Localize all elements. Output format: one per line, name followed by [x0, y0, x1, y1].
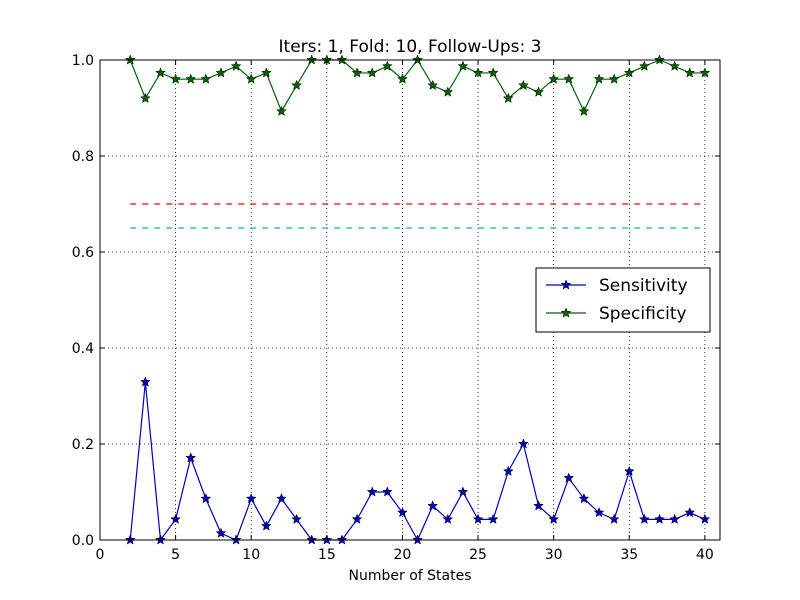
data-point: [397, 73, 408, 84]
legend-label: Specificity: [599, 304, 687, 324]
data-point: [638, 513, 650, 524]
plot-frame: [99, 59, 721, 541]
data-point: [155, 67, 166, 78]
chart-title: Iters: 1, Fold: 10, Follow-Ups: 3: [279, 37, 542, 57]
x-tick-label: 10: [242, 547, 260, 563]
data-point: [563, 472, 575, 483]
data-point: [442, 86, 454, 97]
data-point: [518, 79, 529, 91]
data-point: [533, 500, 544, 511]
data-point: [427, 79, 439, 91]
data-point: [578, 493, 590, 504]
data-point: [276, 105, 287, 116]
legend-marker: [560, 279, 572, 290]
data-point: [684, 506, 696, 518]
grid: [100, 60, 720, 540]
data-point: [381, 486, 393, 497]
x-tick-label: 40: [696, 547, 714, 563]
data-point: [139, 92, 151, 103]
data-point: [578, 105, 590, 116]
data-point: [457, 486, 469, 497]
data-point: [170, 513, 182, 524]
data-point: [442, 513, 454, 524]
legend: Sensitivity Specificity: [535, 267, 711, 333]
data-point: [623, 465, 635, 476]
data-point: [654, 513, 665, 524]
data-point: [215, 527, 227, 538]
data-point: [366, 67, 378, 78]
x-tick-label: 35: [620, 547, 638, 563]
x-axis-title: Number of States: [349, 568, 472, 584]
data-point: [487, 513, 499, 524]
data-point: [593, 73, 605, 84]
data-point: [185, 452, 197, 463]
legend-item: Specificity: [546, 304, 687, 324]
legend-item: Sensitivity: [546, 276, 688, 296]
data-point: [608, 513, 620, 524]
data-point: [427, 500, 439, 511]
data-point: [502, 92, 514, 103]
data-point: [699, 67, 711, 78]
data-point: [472, 67, 484, 78]
y-tick-label: 0.8: [72, 149, 94, 165]
data-point: [366, 486, 378, 497]
y-tick-label: 0.2: [72, 437, 94, 453]
data-point: [669, 513, 681, 524]
data-point: [291, 79, 302, 91]
x-tick-label: 5: [171, 547, 180, 563]
data-point: [518, 438, 529, 449]
data-point: [533, 86, 544, 97]
data-point: [139, 376, 151, 387]
data-point: [351, 67, 363, 78]
x-tick-label: 30: [545, 547, 563, 563]
data-point: [200, 493, 212, 504]
y-tick-label: 1.0: [72, 53, 94, 69]
data-point: [245, 73, 257, 84]
y-tick-label: 0.4: [72, 341, 94, 357]
legend-box: [535, 267, 711, 333]
data-point: [623, 67, 635, 78]
data-point: [185, 73, 197, 84]
data-point: [276, 493, 287, 504]
data-point: [200, 73, 212, 84]
x-tick-label: 0: [96, 547, 105, 563]
data-point: [291, 513, 302, 524]
data-point: [245, 493, 257, 504]
data-point: [669, 60, 681, 71]
data-point: [381, 60, 393, 71]
y-tick-label: 0.0: [72, 533, 94, 549]
data-point: [397, 506, 408, 518]
data-point: [699, 513, 711, 524]
legend-marker: [560, 307, 572, 318]
data-point: [548, 513, 560, 524]
y-tick-label: 0.6: [72, 245, 94, 261]
data-point: [457, 60, 469, 71]
data-point: [260, 67, 272, 78]
data-point: [608, 73, 620, 84]
data-point: [487, 67, 499, 78]
data-point: [260, 520, 272, 531]
data-point: [502, 465, 514, 476]
data-point: [593, 506, 605, 518]
x-tick-label: 15: [318, 547, 336, 563]
data-point: [563, 73, 575, 84]
data-point: [230, 60, 242, 71]
axis-ticks: 0 5 10 15 20 25 30 35 40 0.0 0.2 0.4 0.6 0.8 1.0: [72, 53, 720, 563]
legend-items: Sensitivity Specificity: [546, 276, 688, 324]
data-point: [472, 513, 484, 524]
x-tick-label: 20: [394, 547, 412, 563]
data-point: [215, 67, 227, 78]
data-point: [548, 73, 560, 84]
data-point: [170, 73, 182, 84]
data-point: [638, 60, 650, 71]
x-tick-label: 25: [469, 547, 487, 563]
data-point: [351, 513, 363, 524]
legend-label: Sensitivity: [599, 276, 688, 296]
data-point: [684, 67, 696, 78]
